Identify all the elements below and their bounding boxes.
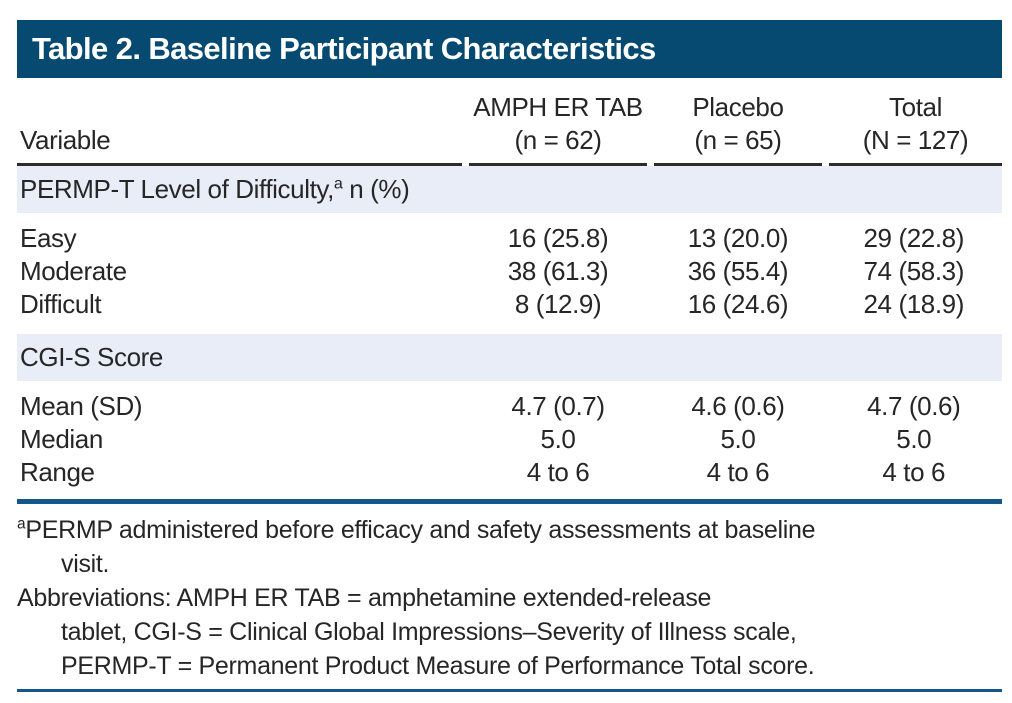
- section-header-text: CGI-S Score: [20, 342, 163, 372]
- section-header-cgis: CGI-S Score: [17, 334, 1002, 381]
- cell-placebo: 4.6 (0.6): [691, 391, 785, 421]
- cell-amph: 5.0: [540, 424, 576, 454]
- column-header-amph-er-tab: AMPH ER TAB (n = 62): [462, 91, 651, 166]
- row-label: Difficult: [20, 289, 102, 319]
- baseline-characteristics-table: Variable AMPH ER TAB (n = 62) Placebo (n…: [17, 91, 1002, 499]
- column-header-row: Variable AMPH ER TAB (n = 62) Placebo (n…: [17, 91, 1002, 166]
- figure-bottom-rule: [17, 689, 1002, 692]
- table-title-bar: Table 2. Baseline Participant Characteri…: [17, 20, 1002, 78]
- table-bottom-rule: [17, 499, 1002, 504]
- row-label: Median: [20, 424, 103, 454]
- cell-total: 24 (18.9): [863, 289, 965, 319]
- cell-placebo: 13 (20.0): [687, 223, 789, 253]
- row-label: Moderate: [20, 256, 127, 286]
- footnote-abbreviations: Abbreviations: AMPH ER TAB = amphetamine…: [17, 581, 1002, 683]
- column-header-total: Total (N = 127): [821, 91, 1002, 166]
- footnote-a-text: PERMP administered before efficacy and s…: [25, 516, 816, 544]
- cell-total: 5.0: [896, 424, 932, 454]
- column-header-label: Placebo: [692, 92, 784, 122]
- abbreviations-line2: tablet, CGI-S = Clinical Global Impressi…: [61, 618, 797, 646]
- cell-total: 4 to 6: [882, 457, 946, 487]
- table-row-moderate: Moderate 38 (61.3) 36 (55.4) 74 (58.3): [17, 255, 1002, 288]
- cell-amph: 4 to 6: [526, 457, 590, 487]
- abbreviations-line3: PERMP-T = Permanent Product Measure of P…: [61, 652, 815, 680]
- table-row-mean-sd: Mean (SD) 4.7 (0.7) 4.6 (0.6) 4.7 (0.6): [17, 381, 1002, 423]
- section-header-text: PERMP-T Level of Difficulty,: [20, 174, 334, 204]
- cell-amph: 8 (12.9): [514, 289, 602, 319]
- cell-total: 29 (22.8): [863, 223, 965, 253]
- table-title: Table 2. Baseline Participant Characteri…: [32, 31, 656, 66]
- abbreviations-line1: Abbreviations: AMPH ER TAB = amphetamine…: [17, 584, 712, 612]
- cell-total: 74 (58.3): [863, 256, 965, 286]
- cell-amph: 16 (25.8): [507, 223, 609, 253]
- table-row-easy: Easy 16 (25.8) 13 (20.0) 29 (22.8): [17, 213, 1002, 255]
- table-row-median: Median 5.0 5.0 5.0: [17, 423, 1002, 456]
- cell-placebo: 4 to 6: [706, 457, 770, 487]
- column-header-label: AMPH ER TAB: [473, 92, 643, 122]
- column-header-n: (n = 62): [514, 125, 602, 155]
- footnote-a-line1: aPERMP administered before efficacy and …: [17, 513, 1002, 547]
- row-label: Mean (SD): [20, 391, 143, 421]
- row-label: Range: [20, 457, 95, 487]
- column-header-label: Total: [889, 92, 942, 122]
- row-label: Easy: [20, 223, 77, 253]
- cell-amph: 38 (61.3): [507, 256, 609, 286]
- footnote-a-marker: a: [17, 515, 26, 533]
- column-header-placebo: Placebo (n = 65): [646, 91, 826, 166]
- column-header-n: (N = 127): [862, 125, 969, 155]
- table-row-difficult: Difficult 8 (12.9) 16 (24.6) 24 (18.9): [17, 288, 1002, 334]
- footnote-marker-a: a: [333, 174, 343, 193]
- cell-total: 4.7 (0.6): [867, 391, 961, 421]
- figure-content: Table 2. Baseline Participant Characteri…: [17, 20, 1002, 692]
- footnote-a-line2: visit.: [61, 550, 110, 578]
- footnote-a: aPERMP administered before efficacy and …: [17, 513, 1002, 581]
- cell-placebo: 5.0: [720, 424, 756, 454]
- section-header-row-cgis: CGI-S Score: [17, 334, 1002, 381]
- section-header-row-permp: PERMP-T Level of Difficulty,a n (%): [17, 164, 1002, 213]
- section-header-permp: PERMP-T Level of Difficulty,a n (%): [17, 164, 1002, 213]
- cell-placebo: 16 (24.6): [687, 289, 789, 319]
- column-header-n: (n = 65): [694, 125, 782, 155]
- column-header-label: Variable: [20, 125, 111, 155]
- cell-placebo: 36 (55.4): [687, 256, 789, 286]
- section-header-text: n (%): [342, 174, 410, 204]
- footnotes: aPERMP administered before efficacy and …: [17, 513, 1002, 683]
- cell-amph: 4.7 (0.7): [511, 391, 605, 421]
- column-header-variable: Variable: [17, 91, 466, 166]
- table-row-range: Range 4 to 6 4 to 6 4 to 6: [17, 456, 1002, 499]
